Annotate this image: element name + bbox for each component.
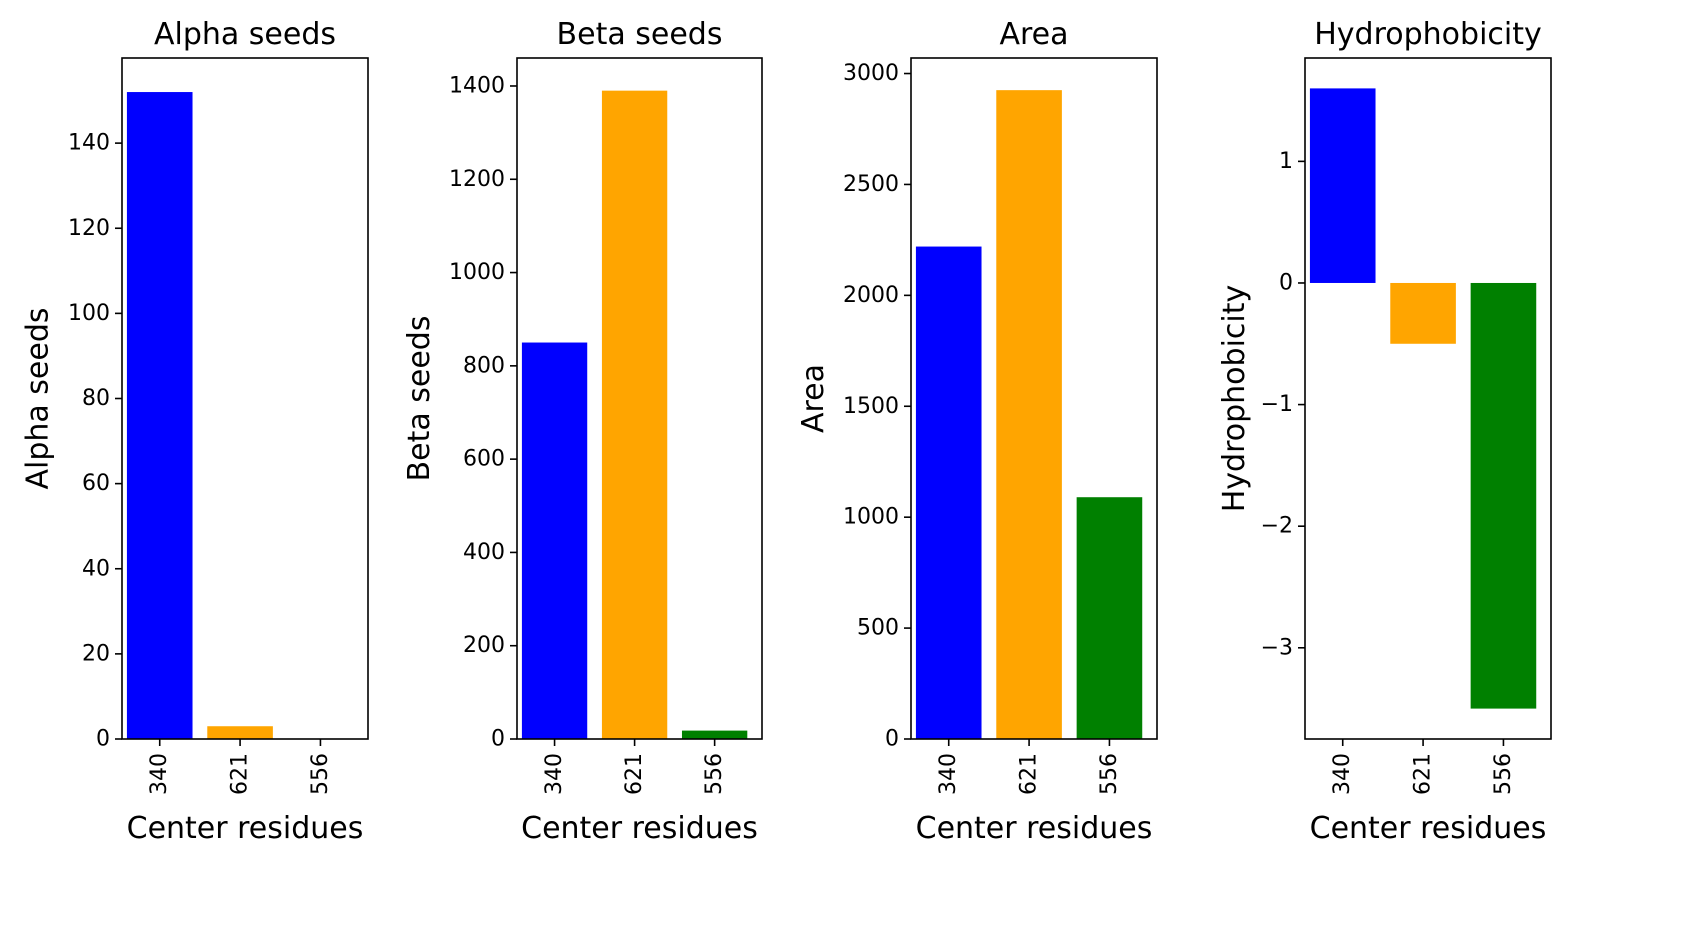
y-axis-label: Hydrophobicity bbox=[1217, 285, 1252, 513]
chart-panel-1: 340 621 556 0 20 40 60 80 100 120 140 Alpha seeds Ce… bbox=[21, 17, 369, 846]
y-tick-label: 400 bbox=[463, 540, 505, 565]
bar-556 bbox=[681, 730, 748, 739]
x-tick-label: 621 bbox=[622, 753, 647, 795]
chart-title: Alpha seeds bbox=[154, 17, 336, 52]
y-axis-label: Beta seeds bbox=[402, 316, 437, 482]
y-tick-label: 2500 bbox=[843, 172, 899, 197]
y-tick-label: 0 bbox=[885, 727, 899, 752]
chart-title: Beta seeds bbox=[557, 17, 723, 52]
x-axis-label: Center residues bbox=[1310, 811, 1547, 846]
x-axis-label: Center residues bbox=[127, 811, 364, 846]
x-tick-label: 556 bbox=[702, 753, 727, 795]
bar-340 bbox=[915, 246, 982, 740]
chart-panel-2: 340 621 556 0 200 400 600 800 1000 1200 1400 Beta s… bbox=[402, 17, 763, 846]
x-tick-label: 340 bbox=[542, 753, 567, 795]
x-tick-label: 621 bbox=[1411, 753, 1436, 795]
y-tick-label: 120 bbox=[68, 216, 110, 241]
y-tick-label: 0 bbox=[1279, 270, 1293, 295]
y-tick-label: 40 bbox=[82, 556, 110, 581]
y-axis-label: Area bbox=[796, 364, 831, 433]
y-tick-label: 500 bbox=[857, 616, 899, 641]
chart-title: Hydrophobicity bbox=[1314, 17, 1542, 52]
y-tick-label: 60 bbox=[82, 471, 110, 496]
y-tick-label: 1500 bbox=[843, 394, 899, 419]
y-tick-label: 80 bbox=[82, 386, 110, 411]
y-tick-label: 600 bbox=[463, 447, 505, 472]
axes-frame bbox=[910, 57, 1158, 740]
y-tick-label: 20 bbox=[82, 641, 110, 666]
x-tick-label: 621 bbox=[228, 753, 253, 795]
x-tick-label: 556 bbox=[1097, 753, 1122, 795]
axes-frame bbox=[1304, 57, 1552, 740]
y-tick-label: 140 bbox=[68, 131, 110, 156]
x-tick-label: 556 bbox=[1491, 753, 1516, 795]
y-tick-label: −2 bbox=[1261, 514, 1293, 539]
bar-340 bbox=[521, 342, 588, 739]
x-tick-label: 340 bbox=[936, 753, 961, 795]
bar-621 bbox=[601, 90, 668, 739]
y-tick-label: 0 bbox=[96, 727, 110, 752]
y-tick-label: 1200 bbox=[449, 167, 505, 192]
x-axis-label: Center residues bbox=[521, 811, 758, 846]
bar-556 bbox=[1076, 497, 1143, 739]
y-tick-label: 800 bbox=[463, 353, 505, 378]
chart-panel-3: 340 621 556 0 500 1000 1500 2000 2500 3000 Area Cen… bbox=[796, 17, 1158, 846]
y-tick-label: −3 bbox=[1261, 635, 1293, 660]
y-tick-label: 3000 bbox=[843, 61, 899, 86]
bar-340 bbox=[1309, 88, 1376, 283]
x-tick-label: 340 bbox=[1330, 753, 1355, 795]
bar-556 bbox=[1470, 282, 1537, 709]
x-tick-label: 556 bbox=[308, 753, 333, 795]
y-tick-label: 100 bbox=[68, 301, 110, 326]
bar-621 bbox=[207, 726, 273, 739]
y-tick-label: 0 bbox=[491, 727, 505, 752]
y-axis-label: Alpha seeds bbox=[21, 307, 56, 489]
chart-panel-4: 340 621 556 −3 −2 −1 0 1 Hydrophobicity Center re… bbox=[1217, 17, 1552, 846]
axes-frame bbox=[516, 57, 763, 740]
bar-621 bbox=[996, 90, 1062, 739]
y-tick-label: 2000 bbox=[843, 283, 899, 308]
x-tick-label: 621 bbox=[1017, 753, 1042, 795]
y-tick-label: 1400 bbox=[449, 73, 505, 98]
y-tick-label: 1000 bbox=[843, 505, 899, 530]
x-axis-label: Center residues bbox=[916, 811, 1153, 846]
y-tick-label: 1 bbox=[1279, 149, 1293, 174]
chart-title: Area bbox=[999, 17, 1068, 52]
axes-frame bbox=[121, 57, 369, 740]
bar-621 bbox=[1390, 282, 1456, 344]
y-tick-label: 200 bbox=[463, 633, 505, 658]
bar-340 bbox=[126, 92, 193, 740]
y-tick-label: −1 bbox=[1261, 392, 1293, 417]
y-tick-label: 1000 bbox=[449, 260, 505, 285]
x-tick-label: 340 bbox=[147, 753, 172, 795]
